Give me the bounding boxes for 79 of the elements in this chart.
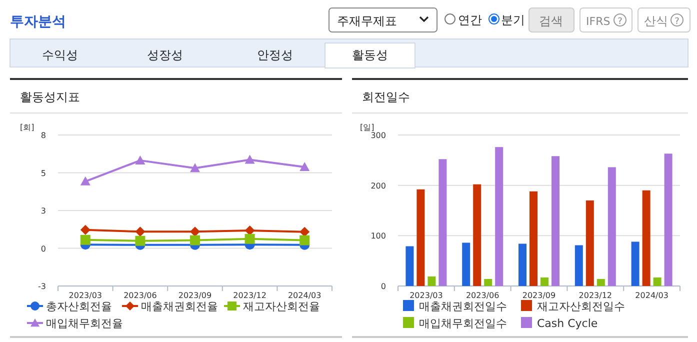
text: 투자분석	[10, 14, 66, 30]
text: 주재무제표	[337, 14, 397, 28]
legend-label: 재고자산회전일수	[537, 300, 625, 313]
text: 연간	[458, 13, 482, 27]
y-tick-label: 0	[380, 282, 386, 291]
y-tick-label: 3	[40, 206, 46, 216]
y-tick-label: 5	[40, 168, 46, 178]
y-tick-label: 8	[40, 131, 46, 140]
legend-label: 매출채권회전일수	[419, 300, 507, 313]
x-tick-label: 2024/03	[288, 291, 322, 300]
bar	[518, 244, 526, 286]
y-axis-title: [일]	[360, 123, 374, 132]
bar	[631, 242, 640, 286]
bar	[642, 190, 650, 286]
point	[80, 224, 90, 235]
bar	[495, 147, 504, 286]
x-tick-label: 2023/06	[124, 291, 157, 300]
bar	[586, 200, 594, 286]
point	[300, 162, 310, 172]
x-tick-label: 2023/12	[578, 291, 612, 300]
legend-label: 매입채무회전일수	[419, 317, 507, 330]
legend-label: 총자산회전율	[46, 300, 112, 313]
y-tick-label: -3	[38, 282, 46, 291]
x-tick-label: 2023/03	[410, 291, 443, 300]
point	[300, 226, 310, 237]
x-tick-label: 2023/12	[233, 291, 266, 300]
text: 수익성	[42, 48, 78, 62]
bar	[540, 277, 548, 286]
bar	[596, 278, 605, 286]
text: 활동성	[352, 48, 388, 62]
y-axis-title: [회]	[20, 123, 34, 132]
x-tick-label: 2024/03	[635, 291, 668, 300]
point	[244, 154, 255, 164]
y-tick-label: 200	[370, 181, 386, 190]
bar	[664, 154, 672, 286]
bar	[574, 245, 583, 286]
point	[190, 163, 200, 172]
text: 성장성	[147, 48, 183, 62]
legend-label: 매출채권회전율	[141, 300, 218, 313]
text: ?	[618, 17, 623, 27]
bar	[608, 167, 616, 286]
bar	[462, 242, 470, 286]
x-tick-label: 2023/09	[522, 291, 556, 300]
bar	[484, 278, 492, 286]
y-tick-label: 0	[40, 244, 46, 254]
legend-label: Cash Cycle	[537, 317, 598, 330]
chart-title: 활동성지표	[20, 90, 80, 104]
point	[135, 155, 146, 164]
bar	[438, 159, 447, 286]
point	[135, 236, 146, 246]
point	[80, 234, 90, 245]
text: 검색	[539, 14, 563, 28]
text: 분기	[501, 13, 525, 27]
text: IFRS	[586, 15, 610, 28]
legend-label: 매입채무회전율	[46, 317, 123, 330]
text: ?	[674, 17, 680, 27]
x-tick-label: 2023/03	[68, 291, 102, 300]
point	[80, 176, 90, 186]
bar	[428, 276, 436, 286]
bar	[473, 184, 482, 286]
legend-label: 재고자산회전율	[243, 300, 320, 313]
point	[244, 225, 255, 236]
point	[300, 235, 310, 246]
chart-title: 회전일수	[362, 90, 410, 104]
x-tick-label: 2023/06	[466, 291, 500, 300]
y-tick-label: 100	[370, 232, 386, 241]
point	[190, 226, 200, 237]
text: 산식	[644, 14, 668, 28]
bar	[552, 156, 560, 286]
point	[190, 235, 200, 246]
bar	[416, 189, 425, 286]
point	[244, 234, 255, 244]
point	[135, 226, 146, 237]
bar	[530, 191, 538, 286]
y-tick-label: 300	[370, 131, 386, 140]
bar	[653, 277, 662, 286]
text: 안정성	[257, 48, 293, 62]
x-tick-label: 2023/09	[178, 291, 212, 300]
bar	[406, 246, 414, 286]
